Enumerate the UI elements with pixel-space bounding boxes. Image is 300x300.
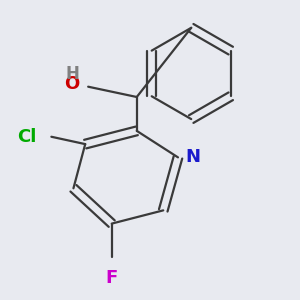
Text: Cl: Cl <box>17 128 37 146</box>
Text: O: O <box>64 75 79 93</box>
Text: N: N <box>185 148 200 166</box>
Text: F: F <box>106 269 118 287</box>
Text: H: H <box>65 64 79 82</box>
